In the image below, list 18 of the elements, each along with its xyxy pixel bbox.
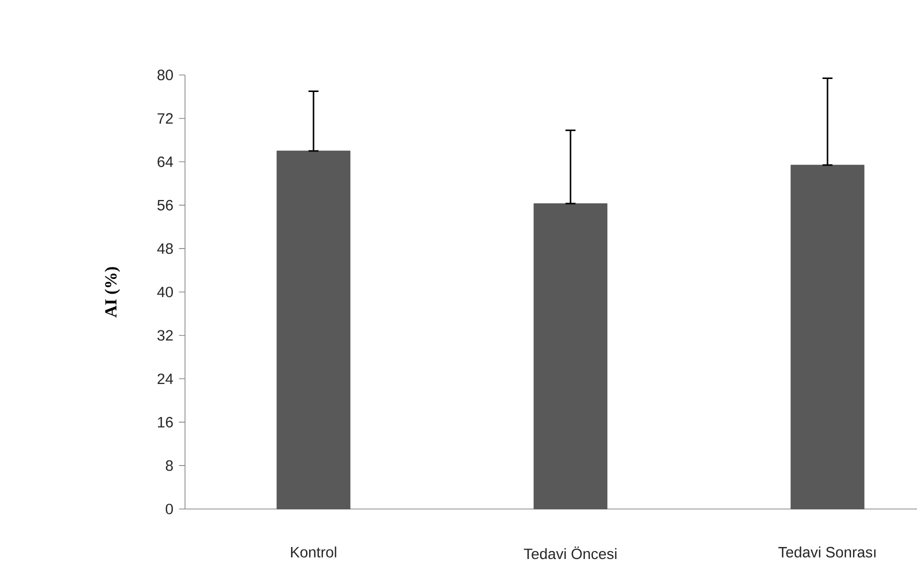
- y-tick-label: 48: [157, 243, 173, 254]
- bar: [790, 164, 864, 510]
- y-tick-label: 24: [158, 374, 174, 384]
- x-tick-label: Tedavi Sonrası: [778, 546, 876, 558]
- y-tick-label: 64: [158, 156, 174, 168]
- y-axis-title: AI (%): [104, 267, 120, 318]
- x-tick-label: Kontrol: [291, 546, 336, 558]
- y-tick-label: 40: [157, 286, 173, 298]
- x-tick-label: Tedavi Öncesi: [524, 546, 616, 560]
- y-tick-label: 32: [157, 330, 173, 341]
- y-tick-label: 16: [158, 416, 173, 428]
- y-tick-label: 80: [158, 70, 173, 80]
- y-tick-label: 0: [166, 504, 173, 514]
- bar: [534, 203, 608, 510]
- y-tick-label: 72: [158, 113, 173, 124]
- y-tick-label: 56: [157, 200, 173, 210]
- y-tick-label: 8: [166, 460, 173, 471]
- bar: [276, 150, 350, 510]
